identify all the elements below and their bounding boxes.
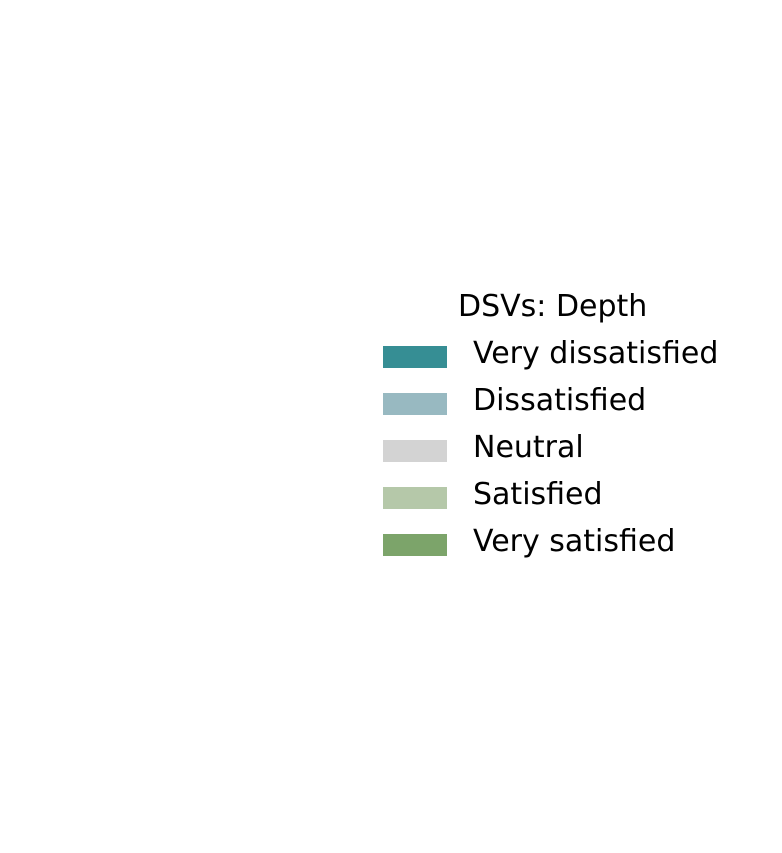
legend-entry: Satisfied [383,476,763,514]
legend-entry: Very satisfied [383,523,763,561]
legend-entry: Very dissatisfied [383,335,763,373]
legend-entry: Dissatisfied [383,382,763,420]
legend-swatch [383,393,447,415]
legend-label: Very satisfied [473,524,676,559]
legend-label: Dissatisfied [473,383,647,418]
legend-label: Very dissatisfied [473,336,719,371]
legend-swatch [383,346,447,368]
legend-swatch [383,534,447,556]
legend-title: DSVs: Depth [458,289,648,324]
legend-entry: Neutral [383,429,763,467]
legend-label: Satisfied [473,477,603,512]
legend-label: Neutral [473,430,584,465]
legend-swatch [383,440,447,462]
legend-swatch [383,487,447,509]
